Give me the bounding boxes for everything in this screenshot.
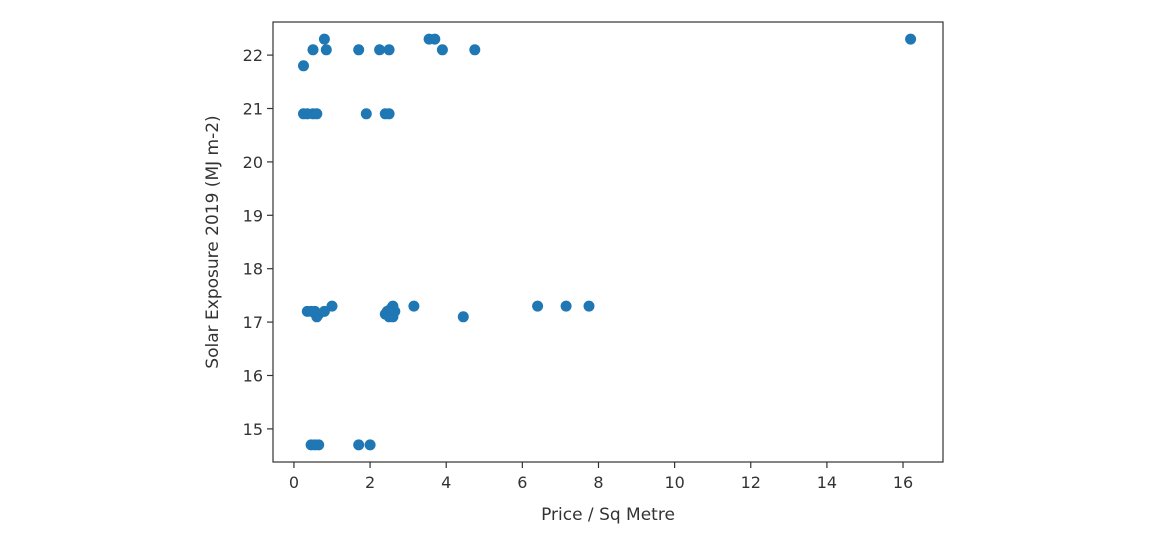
scatter-point: [374, 44, 386, 56]
scatter-point: [313, 439, 325, 451]
scatter-point: [429, 33, 441, 45]
x-tick-label: 10: [664, 473, 684, 492]
y-tick-label: 15: [243, 420, 263, 439]
scatter-point: [583, 300, 595, 312]
x-tick-label: 16: [893, 473, 913, 492]
x-tick-label: 8: [593, 473, 603, 492]
data-points: [298, 33, 917, 451]
x-tick-label: 6: [517, 473, 527, 492]
scatter-point: [326, 300, 338, 312]
scatter-point: [320, 44, 332, 56]
scatter-point: [532, 300, 544, 312]
plot-frame: [272, 21, 944, 463]
y-tick-label: 18: [243, 260, 263, 279]
y-tick-label: 19: [243, 206, 263, 225]
scatter-point: [360, 108, 372, 120]
x-tick-label: 0: [289, 473, 299, 492]
scatter-point: [560, 300, 572, 312]
x-tick-label: 14: [817, 473, 837, 492]
y-tick-label: 17: [243, 313, 263, 332]
scatter-point: [389, 305, 401, 317]
y-tick-label: 22: [243, 46, 263, 65]
scatter-point: [383, 108, 395, 120]
y-tick-label: 21: [243, 100, 263, 119]
scatter-point: [307, 44, 319, 56]
scatter-point: [469, 44, 481, 56]
y-axis-label: Solar Exposure 2019 (MJ m-2): [203, 115, 223, 368]
scatter-point: [436, 44, 448, 56]
scatter-point: [353, 44, 365, 56]
scatter-point: [383, 44, 395, 56]
y-axis-ticks: 15 16 17 18 19 20 21 22: [243, 46, 273, 439]
scatter-point: [353, 439, 365, 451]
x-axis-label: Price / Sq Metre: [541, 505, 675, 525]
scatter-point: [318, 33, 330, 45]
scatter-point: [298, 60, 309, 72]
plot-area-background: [273, 22, 943, 462]
x-tick-label: 2: [365, 473, 375, 492]
scatter-point: [408, 300, 420, 312]
scatter-point: [905, 33, 917, 45]
scatter-point: [311, 108, 323, 120]
x-axis-ticks: 0 2 4 6 8 10 12 14 16: [289, 462, 913, 492]
y-tick-label: 20: [243, 153, 263, 172]
x-tick-label: 12: [741, 473, 761, 492]
y-tick-label: 16: [243, 366, 263, 385]
scatter-point: [364, 439, 376, 451]
x-tick-label: 4: [441, 473, 451, 492]
scatter-point: [457, 311, 469, 323]
